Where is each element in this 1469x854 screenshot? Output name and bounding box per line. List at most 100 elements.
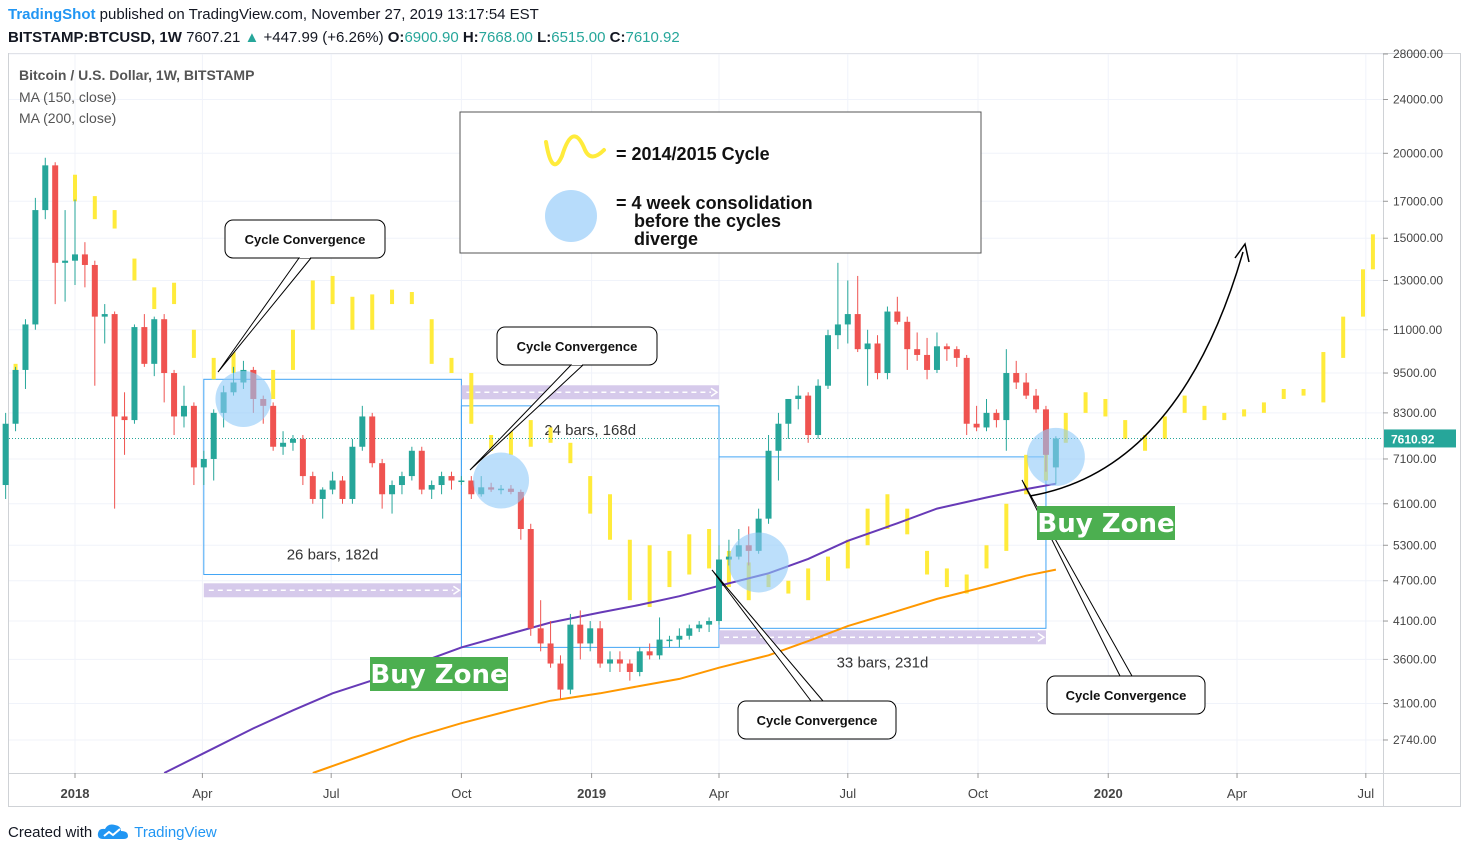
candle-body — [408, 450, 415, 477]
y-tick-label: 13000.00 — [1393, 273, 1443, 287]
callout-convergence-3-joint — [812, 702, 822, 704]
cycle-bar — [132, 258, 137, 281]
author-name[interactable]: TradingShot — [8, 6, 96, 23]
cycle-bar — [1004, 503, 1009, 551]
candle-body — [953, 349, 960, 358]
y-tick-label: 11000.00 — [1393, 323, 1442, 337]
cycle-bar — [1281, 388, 1286, 399]
cycle-bar — [211, 357, 216, 380]
cycle-bar — [726, 550, 731, 588]
candle-body — [22, 324, 29, 370]
consolidation-circle — [1026, 427, 1085, 486]
x-tick-label: 2019 — [577, 786, 606, 801]
cycle-bar — [588, 476, 593, 514]
candle-body — [963, 357, 970, 424]
cycle-bar — [707, 529, 712, 569]
candle-body — [299, 438, 306, 477]
y-tick-label: 28000.00 — [1393, 47, 1443, 61]
cycle-bar — [310, 280, 315, 330]
candle-body — [973, 423, 980, 428]
candle-body — [626, 663, 633, 672]
candle-body — [725, 556, 732, 560]
cycle-bar — [1063, 412, 1068, 443]
footer-brand[interactable]: TradingView — [134, 823, 217, 841]
candle-body — [1033, 395, 1040, 410]
candle-body — [180, 405, 187, 417]
candle-body — [121, 416, 128, 421]
range-label: 33 bars, 231d — [837, 655, 929, 672]
cycle-bar — [825, 556, 830, 581]
candle-body — [696, 624, 703, 629]
cycle-bar — [1301, 388, 1306, 396]
candle-body — [894, 311, 901, 322]
candle-body — [616, 659, 623, 664]
cycle-bar — [1242, 409, 1247, 417]
legend-title: Bitcoin / U.S. Dollar, 1W, BITSTAMP — [19, 67, 255, 83]
y-tick-label: 5300.00 — [1393, 538, 1437, 552]
cycle-bar — [885, 494, 890, 530]
x-tick-label: Jul — [323, 786, 340, 801]
high-value: 7668.00 — [478, 29, 533, 46]
candle-body — [924, 354, 931, 370]
x-tick-label: Jul — [839, 786, 856, 801]
publish-line: TradingShot published on TradingView.com… — [8, 6, 539, 23]
candle-body — [161, 319, 168, 374]
candle-body — [864, 343, 871, 350]
cycle-bar — [1024, 454, 1029, 495]
projection-arrow — [1029, 251, 1244, 497]
cycle-bar — [687, 534, 692, 575]
buy-zone-2019-box — [1037, 506, 1175, 540]
candle-body — [42, 165, 49, 211]
candle-body — [270, 405, 277, 447]
y-tick-label: 4100.00 — [1393, 614, 1437, 628]
y-tick-label: 8300.00 — [1393, 406, 1437, 420]
candle-body — [389, 485, 396, 495]
callout-convergence-4-box — [1046, 675, 1206, 715]
cycle-bar — [905, 508, 910, 535]
candle-body — [32, 210, 39, 325]
candle-body — [280, 442, 287, 447]
cycle-bar — [73, 174, 77, 202]
candle-body — [101, 314, 108, 317]
cycle-bar — [330, 275, 335, 305]
candle-body — [854, 314, 861, 350]
candle-body — [716, 559, 722, 622]
candle-body — [834, 324, 841, 336]
ma150-line — [163, 482, 1057, 774]
range-bar — [203, 583, 462, 598]
y-tick-label: 24000.00 — [1393, 92, 1443, 106]
y-tick-label: 17000.00 — [1393, 194, 1443, 208]
cycle-bar — [944, 568, 949, 588]
x-tick-label: Jul — [1358, 786, 1375, 801]
x-tick-label: Apr — [1227, 786, 1248, 801]
candle-body — [676, 635, 683, 640]
measure-ranges: 26 bars, 182d 24 bars, 168d 33 bars, 231d — [203, 378, 1047, 672]
cycle-bar — [1370, 234, 1375, 270]
cycle-bar — [528, 420, 533, 447]
legend-ma200[interactable]: MA (200, close) — [19, 110, 117, 126]
cycle-bar — [647, 545, 652, 607]
buy-zone-2018-label: Buy Zone — [370, 660, 507, 690]
candle-body — [904, 321, 911, 350]
x-tick-label: Oct — [968, 786, 989, 801]
candle-body — [289, 438, 296, 443]
cycle-bar — [1143, 435, 1148, 451]
cycle-bar — [1103, 398, 1108, 417]
footer: Created with TradingView — [8, 822, 217, 842]
cycle-bar — [865, 508, 870, 546]
cycle-bar — [350, 296, 355, 330]
candle-body — [607, 659, 614, 664]
y-tick-label: 6100.00 — [1393, 497, 1437, 511]
consolidation-circle — [215, 370, 272, 427]
candle-body — [359, 416, 366, 447]
cycle-bar — [806, 568, 811, 601]
candle-body — [587, 628, 594, 644]
legend-ma150[interactable]: MA (150, close) — [19, 89, 117, 105]
candle-body — [448, 476, 455, 481]
cycle-bar — [1162, 416, 1167, 439]
high-label: H: — [462, 29, 479, 46]
legend-cycle-text: = 2014/2015 Cycle — [616, 144, 770, 164]
candle-body — [815, 385, 822, 436]
legend-circle-text: = 4 week consolidation — [616, 193, 813, 213]
